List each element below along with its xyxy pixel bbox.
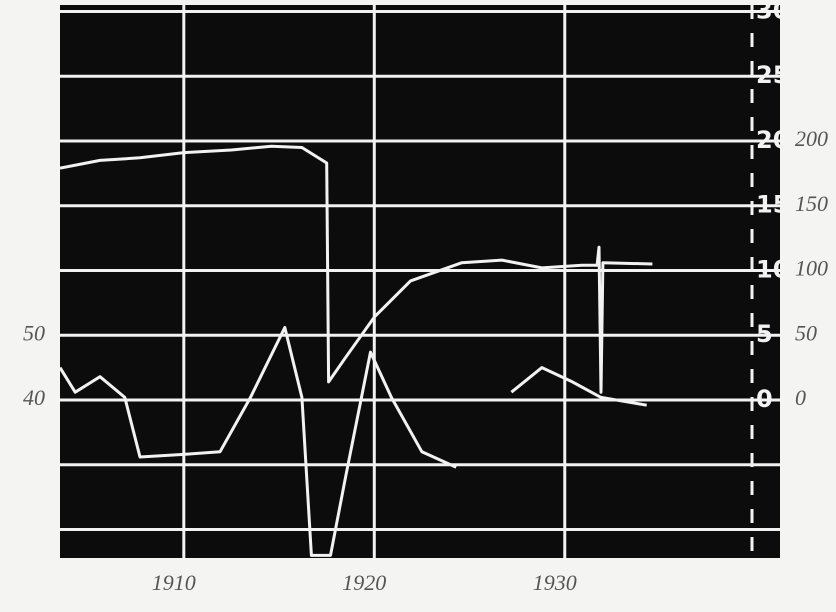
y3-tick-label: 40 bbox=[23, 385, 45, 410]
y-tick-label: 10 bbox=[756, 255, 789, 283]
series-group bbox=[60, 144, 653, 557]
y-tick-label: 15 bbox=[756, 191, 789, 219]
y2-tick-label: 150 bbox=[795, 191, 828, 216]
y-tick-label: 25 bbox=[756, 61, 789, 89]
y2-tick-label: 50 bbox=[795, 320, 817, 345]
y-tick-label: 5 bbox=[756, 320, 773, 348]
y2-tick-label: 100 bbox=[795, 256, 828, 281]
series-line bbox=[60, 326, 647, 557]
grid: 30 25 20 15 10 5 0 bbox=[60, 0, 789, 558]
y3-tick-label: 50 bbox=[23, 320, 45, 345]
series-line bbox=[60, 144, 653, 394]
y2-tick-label: 200 bbox=[795, 126, 828, 151]
x-tick-label: 1920 bbox=[342, 570, 386, 595]
plot-area bbox=[60, 5, 780, 558]
y2-tick-label: 0 bbox=[795, 385, 806, 410]
y-tick-label: 0 bbox=[756, 385, 773, 413]
x-tick-label: 1910 bbox=[152, 570, 196, 595]
y-tick-label: 20 bbox=[756, 126, 789, 154]
y-tick-label: 30 bbox=[756, 0, 789, 24]
x-tick-label: 1930 bbox=[533, 570, 577, 595]
